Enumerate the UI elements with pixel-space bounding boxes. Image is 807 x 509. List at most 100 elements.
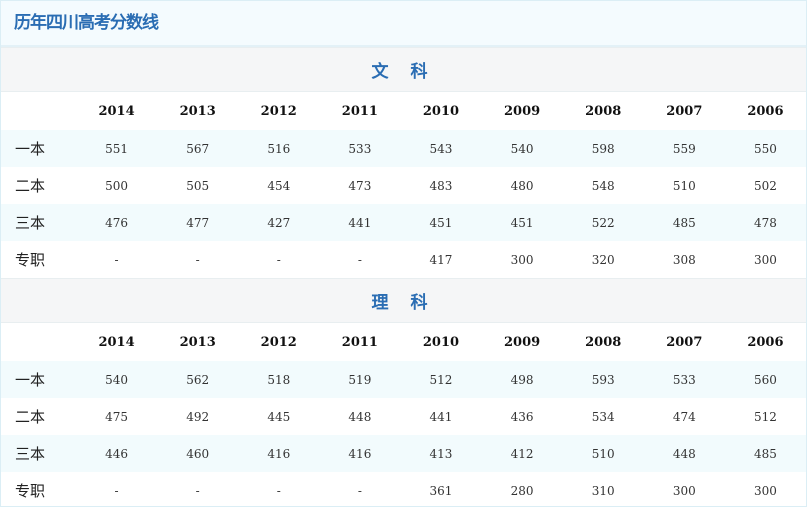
- row-label: 专职: [15, 482, 46, 500]
- score-cell: -: [114, 252, 119, 267]
- table-row: 一本 551 567 516 533 543 540 598 559 550: [1, 130, 806, 167]
- score-cell: 478: [724, 204, 806, 241]
- score-cell: 540: [481, 130, 563, 167]
- score-cell: 548: [591, 178, 615, 193]
- row-label: 三本: [1, 435, 76, 472]
- score-cell: 300: [753, 252, 777, 267]
- score-cell: 598: [562, 130, 644, 167]
- table-row: 一本 540 562 518 519 512 498 593 533 560: [1, 361, 806, 398]
- score-cell: 454: [267, 178, 291, 193]
- table-row: 三本 446 460 416 416 413 412 510 448 485: [1, 435, 806, 472]
- score-cell: 498: [481, 361, 563, 398]
- score-cell: 480: [510, 178, 534, 193]
- score-cell: 512: [753, 409, 777, 424]
- score-cell: 361: [429, 483, 453, 498]
- year-header-row: 2014 2013 2012 2011 2010 2009 2008 2007 2006: [1, 92, 806, 131]
- score-cell: 519: [319, 361, 401, 398]
- score-cell: 492: [186, 409, 210, 424]
- score-cell: 500: [105, 178, 128, 193]
- table-row: 专职 - - - - 361 280 310 300 300: [1, 472, 806, 509]
- year-header: 2008: [585, 103, 622, 119]
- year-header: 2006: [747, 103, 784, 119]
- score-cell: -: [195, 252, 200, 267]
- year-header: 2007: [666, 334, 703, 350]
- row-label: 三本: [1, 204, 76, 241]
- score-cell: 448: [348, 409, 372, 424]
- year-header: 2010: [422, 103, 460, 119]
- score-cell: 451: [481, 204, 563, 241]
- score-cell: 416: [238, 435, 320, 472]
- score-cell: 300: [510, 252, 534, 267]
- score-cell: 417: [429, 252, 453, 267]
- score-cell: -: [276, 252, 281, 267]
- score-cell: 485: [643, 204, 725, 241]
- score-cell: 416: [319, 435, 401, 472]
- score-cell: -: [276, 483, 281, 498]
- score-cell: 485: [724, 435, 806, 472]
- year-header: 2014: [98, 103, 135, 119]
- year-header: 2006: [747, 334, 784, 350]
- row-label: 专职: [15, 251, 46, 269]
- score-cell: 562: [157, 361, 239, 398]
- score-cell: 533: [643, 361, 725, 398]
- score-cell: 518: [238, 361, 320, 398]
- score-cell: 510: [672, 178, 696, 193]
- table-row: 三本 476 477 427 441 451 451 522 485 478: [1, 204, 806, 241]
- score-cell: 310: [591, 483, 615, 498]
- year-header: 2012: [260, 103, 297, 119]
- score-cell: 476: [76, 204, 158, 241]
- score-cell: 441: [319, 204, 401, 241]
- table-row: 二本 500 505 454 473 483 480 548 510 502: [1, 167, 806, 204]
- row-label: 二本: [15, 177, 46, 195]
- year-header: 2013: [179, 103, 216, 119]
- year-header: 2007: [666, 103, 703, 119]
- score-cell: 474: [672, 409, 696, 424]
- score-cell: 551: [76, 130, 158, 167]
- score-cell: 510: [562, 435, 644, 472]
- score-cell: 413: [400, 435, 482, 472]
- section-header: 理 科: [1, 278, 806, 323]
- score-cell: 445: [267, 409, 291, 424]
- score-cell: 473: [348, 178, 372, 193]
- score-cell: -: [357, 252, 362, 267]
- year-header: 2009: [504, 103, 541, 119]
- year-header: 2010: [422, 334, 460, 350]
- score-cell: 560: [724, 361, 806, 398]
- score-cell: -: [357, 483, 362, 498]
- score-cell: 280: [510, 483, 534, 498]
- score-cell: 505: [186, 178, 210, 193]
- score-cell: 446: [76, 435, 158, 472]
- panel-title: 历年四川高考分数线: [1, 1, 806, 47]
- score-cell: 448: [643, 435, 725, 472]
- score-cell: -: [195, 483, 200, 498]
- score-cell: 477: [157, 204, 239, 241]
- row-label: 一本: [1, 130, 76, 167]
- year-header: 2008: [585, 334, 622, 350]
- score-cell: 483: [429, 178, 453, 193]
- score-cell: 502: [753, 178, 777, 193]
- score-cell: 300: [672, 483, 696, 498]
- table-row: 二本 475 492 445 448 441 436 534 474 512: [1, 398, 806, 435]
- year-header: 2013: [179, 334, 216, 350]
- score-cell: 300: [753, 483, 777, 498]
- row-label: 二本: [15, 408, 46, 426]
- score-cell: 460: [157, 435, 239, 472]
- year-header: 2011: [341, 334, 378, 350]
- score-cell: 436: [510, 409, 534, 424]
- score-cell: 534: [591, 409, 615, 424]
- score-cell: 533: [319, 130, 401, 167]
- score-cell: 516: [238, 130, 320, 167]
- score-cell: 593: [562, 361, 644, 398]
- year-header: 2011: [341, 103, 378, 119]
- score-cell: 512: [400, 361, 482, 398]
- year-header-row: 2014 2013 2012 2011 2010 2009 2008 2007 2006: [1, 323, 806, 362]
- row-label: 一本: [1, 361, 76, 398]
- year-header: 2014: [98, 334, 135, 350]
- score-cell: 543: [400, 130, 482, 167]
- section-title: 文 科: [1, 47, 806, 92]
- score-cell: 320: [591, 252, 615, 267]
- score-cell: 540: [76, 361, 158, 398]
- score-cell: 427: [238, 204, 320, 241]
- section-title: 理 科: [1, 278, 806, 323]
